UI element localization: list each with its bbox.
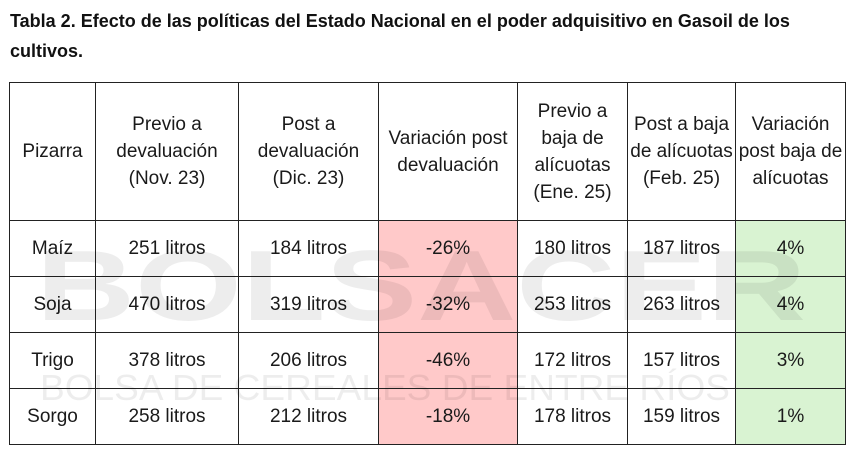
header-row: Pizarra Previo a devaluación (Nov. 23) P… [9,82,846,221]
prev-deval-cell: 470 litros [95,276,239,333]
header-pizarra: Pizarra [9,82,96,221]
prev-alic-cell: 172 litros [517,332,628,389]
gasoil-purchasing-power-table: Pizarra Previo a devaluación (Nov. 23) P… [9,82,846,445]
prev-deval-cell: 258 litros [95,388,239,445]
post-alic-cell: 187 litros [627,220,736,277]
header-prev-baja-alicuotas: Previo a baja de alícuotas (Ene. 25) [517,82,628,221]
post-alic-cell: 157 litros [627,332,736,389]
var-deval-cell: -18% [378,388,518,445]
post-alic-cell: 159 litros [627,388,736,445]
prev-deval-cell: 378 litros [95,332,239,389]
table-row: Maíz 251 litros 184 litros -26% 180 litr… [9,220,846,277]
post-alic-cell: 263 litros [627,276,736,333]
var-alic-cell: 4% [735,220,846,277]
prev-deval-cell: 251 litros [95,220,239,277]
header-variacion-alicuotas: Variación post baja de alícuotas [735,82,846,221]
crop-cell: Maíz [9,220,96,277]
post-deval-cell: 206 litros [238,332,379,389]
prev-alic-cell: 180 litros [517,220,628,277]
header-prev-devaluacion: Previo a devaluación (Nov. 23) [95,82,239,221]
header-post-baja-alicuotas: Post a baja de alícuotas (Feb. 25) [627,82,736,221]
prev-alic-cell: 253 litros [517,276,628,333]
var-alic-cell: 3% [735,332,846,389]
post-deval-cell: 212 litros [238,388,379,445]
post-deval-cell: 184 litros [238,220,379,277]
var-alic-cell: 1% [735,388,846,445]
crop-cell: Sorgo [9,388,96,445]
var-alic-cell: 4% [735,276,846,333]
table-row: Trigo 378 litros 206 litros -46% 172 lit… [9,332,846,389]
var-deval-cell: -26% [378,220,518,277]
crop-cell: Trigo [9,332,96,389]
table-row: Sorgo 258 litros 212 litros -18% 178 lit… [9,388,846,445]
table-caption: Tabla 2. Efecto de las políticas del Est… [10,11,790,61]
header-variacion-devaluacion: Variación post devaluación [378,82,518,221]
header-post-devaluacion: Post a devaluación (Dic. 23) [238,82,379,221]
post-deval-cell: 319 litros [238,276,379,333]
prev-alic-cell: 178 litros [517,388,628,445]
table-row: Soja 470 litros 319 litros -32% 253 litr… [9,276,846,333]
var-deval-cell: -46% [378,332,518,389]
crop-cell: Soja [9,276,96,333]
var-deval-cell: -32% [378,276,518,333]
